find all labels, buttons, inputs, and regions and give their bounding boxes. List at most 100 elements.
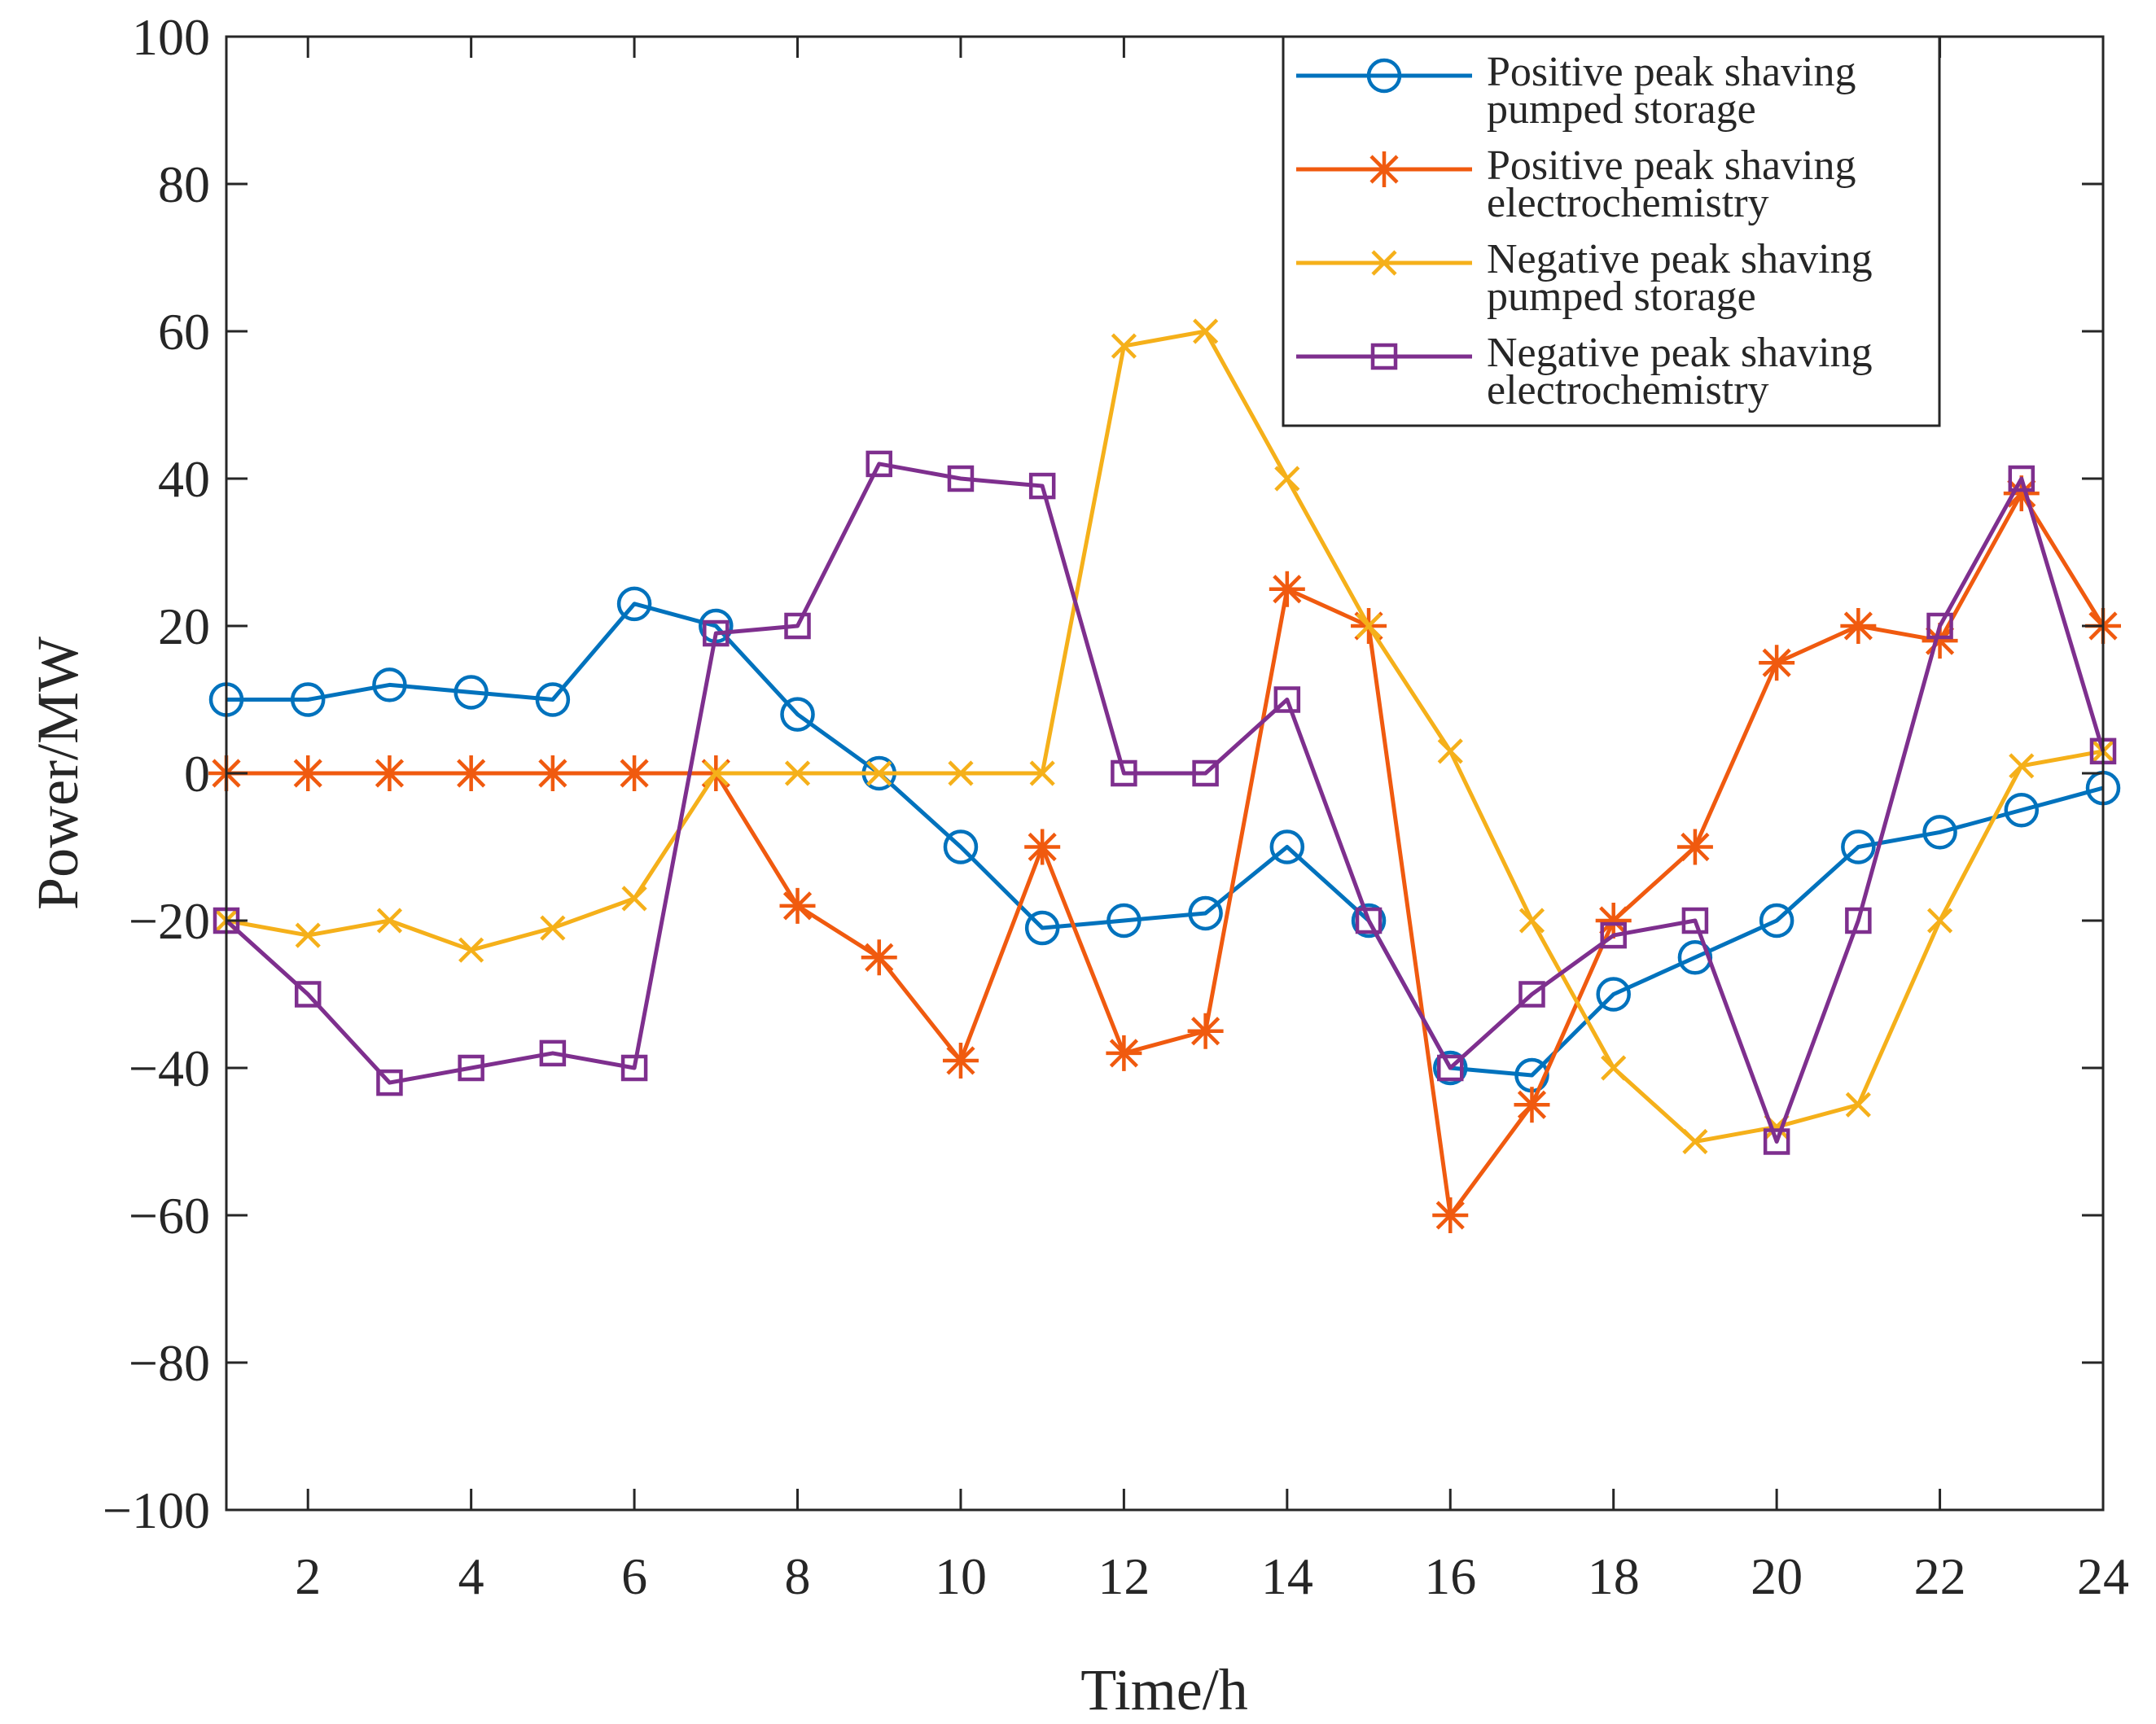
marker-square bbox=[1518, 981, 1545, 1008]
marker-square bbox=[1600, 921, 1627, 949]
marker-square bbox=[1192, 759, 1219, 787]
marker-x-stroke bbox=[1845, 1092, 1871, 1118]
marker-circle bbox=[290, 682, 326, 717]
data-point bbox=[1763, 1128, 1790, 1155]
legend-label: pumped storage bbox=[1487, 86, 1756, 133]
y-tick-label: −100 bbox=[103, 1481, 210, 1539]
data-point bbox=[703, 760, 729, 786]
data-point bbox=[1601, 1055, 1627, 1081]
data-point bbox=[1841, 829, 1876, 864]
marker-square bbox=[865, 450, 892, 478]
y-tick-label: −60 bbox=[129, 1187, 210, 1245]
data-point bbox=[943, 829, 979, 864]
data-point bbox=[1926, 908, 1953, 934]
data-point bbox=[1595, 903, 1632, 939]
data-point bbox=[1518, 981, 1545, 1008]
data-point bbox=[616, 586, 652, 622]
marker-x-stroke bbox=[1371, 250, 1397, 276]
y-tick-label: 20 bbox=[158, 597, 210, 655]
data-point bbox=[948, 760, 974, 786]
data-point bbox=[458, 937, 484, 963]
data-point bbox=[1518, 908, 1545, 934]
data-point bbox=[1437, 738, 1463, 764]
marker-square bbox=[1763, 1128, 1790, 1155]
series-line bbox=[226, 329, 2104, 1144]
marker-x-stroke bbox=[295, 922, 321, 948]
marker-circle bbox=[1841, 829, 1876, 864]
y-tick-label: 100 bbox=[132, 8, 210, 66]
data-point bbox=[2009, 753, 2035, 779]
data-point bbox=[703, 619, 730, 647]
marker-x-stroke bbox=[703, 760, 729, 786]
legend-label: Negative peak shaving bbox=[1487, 236, 1873, 282]
data-point bbox=[1682, 1128, 1708, 1155]
marker-circle bbox=[1106, 903, 1142, 939]
legend-label: Positive peak shaving bbox=[1487, 49, 1856, 95]
data-point bbox=[1845, 907, 1872, 934]
data-point bbox=[1024, 829, 1061, 865]
data-point bbox=[1188, 895, 1223, 931]
y-tick-label: 40 bbox=[158, 450, 210, 508]
data-point bbox=[1106, 1035, 1142, 1071]
data-point bbox=[1351, 903, 1387, 939]
data-point bbox=[616, 755, 653, 791]
marker-x-stroke bbox=[1682, 1128, 1708, 1155]
marker-x-stroke bbox=[1356, 613, 1382, 639]
data-point bbox=[539, 1039, 567, 1067]
data-point bbox=[1433, 1050, 1468, 1086]
marker-x-stroke bbox=[540, 915, 566, 941]
data-point bbox=[2004, 793, 2040, 828]
x-tick-label: 2 bbox=[295, 1547, 321, 1605]
legend-swatch-marker bbox=[1370, 343, 1398, 370]
marker-circle bbox=[1922, 815, 1957, 850]
data-point bbox=[1187, 1013, 1224, 1049]
marker-square bbox=[784, 612, 811, 640]
marker-circle bbox=[1596, 977, 1631, 1012]
data-point bbox=[866, 760, 892, 786]
marker-circle bbox=[1366, 58, 1402, 94]
data-point bbox=[779, 887, 816, 924]
marker-x-stroke bbox=[866, 760, 892, 786]
data-point bbox=[1192, 759, 1219, 787]
data-point bbox=[1111, 333, 1137, 359]
data-point bbox=[1596, 977, 1631, 1012]
y-tick-label: −40 bbox=[129, 1039, 210, 1097]
marker-square bbox=[294, 981, 322, 1008]
data-point bbox=[1514, 1087, 1550, 1123]
data-point bbox=[372, 667, 407, 702]
legend-swatch-marker bbox=[1366, 58, 1402, 94]
marker-square bbox=[458, 1054, 484, 1082]
marker-x-stroke bbox=[1274, 466, 1300, 492]
marker-square bbox=[1370, 343, 1398, 370]
legend-swatch-marker bbox=[1371, 250, 1397, 276]
data-point bbox=[290, 682, 326, 717]
data-point bbox=[376, 908, 403, 934]
data-point bbox=[1028, 472, 1056, 500]
data-point bbox=[371, 755, 408, 791]
marker-circle bbox=[1351, 903, 1387, 939]
marker-square bbox=[703, 619, 730, 647]
x-tick-label: 24 bbox=[2077, 1547, 2129, 1605]
data-point bbox=[865, 450, 892, 478]
data-point bbox=[1111, 759, 1137, 787]
marker-square bbox=[1845, 907, 1872, 934]
marker-square bbox=[376, 1069, 403, 1096]
data-point bbox=[376, 1069, 403, 1096]
x-tick-label: 12 bbox=[1098, 1547, 1150, 1605]
marker-circle bbox=[2004, 793, 2040, 828]
marker-x-stroke bbox=[1111, 333, 1137, 359]
legend-label: electrochemistry bbox=[1487, 367, 1769, 413]
data-point bbox=[947, 465, 975, 492]
data-point bbox=[1273, 686, 1301, 713]
marker-square bbox=[1273, 686, 1301, 713]
marker-x-stroke bbox=[376, 908, 403, 934]
x-tick-label: 20 bbox=[1751, 1547, 1803, 1605]
data-point bbox=[1355, 907, 1383, 934]
marker-square bbox=[2008, 465, 2035, 492]
